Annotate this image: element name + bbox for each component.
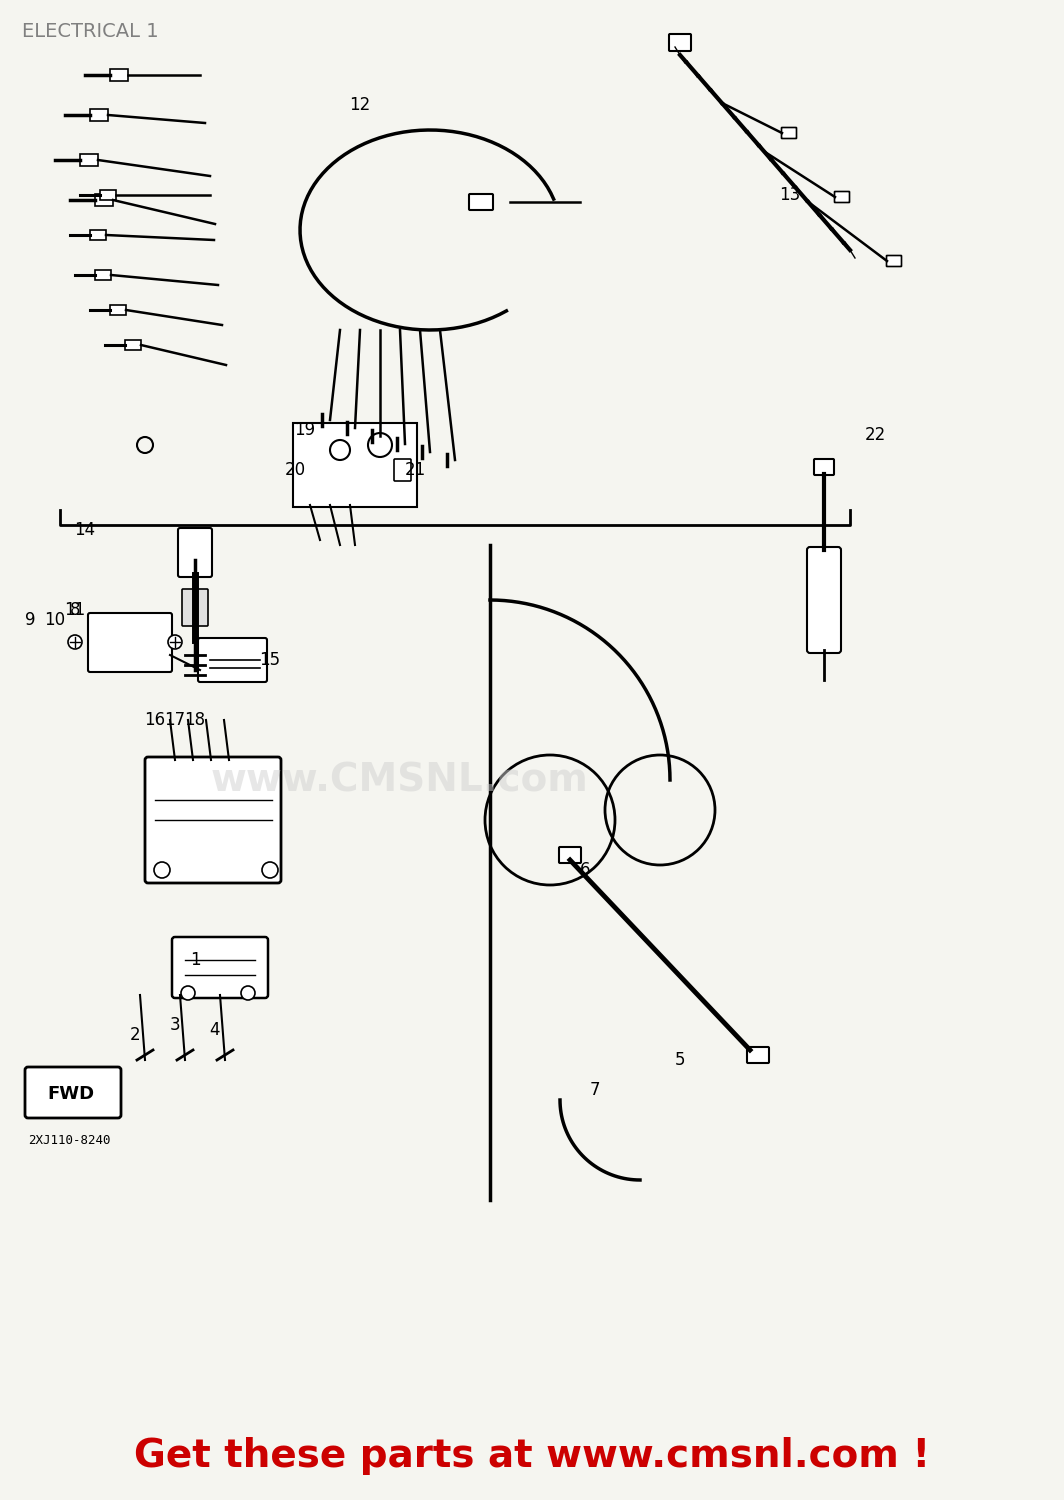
Text: 22: 22 [864, 426, 885, 444]
Text: 2XJ110-8240: 2XJ110-8240 [28, 1134, 111, 1146]
Text: 3: 3 [169, 1016, 180, 1034]
FancyBboxPatch shape [172, 938, 268, 998]
FancyBboxPatch shape [124, 340, 142, 350]
Text: 17: 17 [165, 711, 185, 729]
Text: 7: 7 [589, 1082, 600, 1100]
FancyBboxPatch shape [95, 270, 111, 280]
Text: 4: 4 [210, 1022, 220, 1040]
FancyBboxPatch shape [100, 190, 116, 200]
FancyBboxPatch shape [559, 847, 581, 862]
FancyBboxPatch shape [807, 548, 841, 652]
FancyBboxPatch shape [178, 528, 212, 578]
FancyBboxPatch shape [90, 110, 109, 122]
Circle shape [68, 634, 82, 650]
Text: 12: 12 [349, 96, 370, 114]
Text: 11: 11 [65, 602, 85, 619]
FancyBboxPatch shape [90, 230, 106, 240]
FancyBboxPatch shape [886, 255, 901, 267]
Text: 15: 15 [260, 651, 281, 669]
Text: www.CMSNL.com: www.CMSNL.com [211, 760, 589, 800]
FancyBboxPatch shape [834, 192, 849, 202]
Text: FWD: FWD [47, 1084, 94, 1102]
Text: 13: 13 [779, 186, 800, 204]
FancyBboxPatch shape [24, 1066, 121, 1118]
Text: 8: 8 [70, 602, 80, 619]
FancyBboxPatch shape [182, 590, 207, 626]
FancyBboxPatch shape [469, 194, 493, 210]
Circle shape [168, 634, 182, 650]
Circle shape [242, 986, 255, 1000]
FancyBboxPatch shape [110, 69, 128, 81]
Text: 18: 18 [184, 711, 205, 729]
Text: 6: 6 [580, 861, 591, 879]
Text: 20: 20 [284, 460, 305, 478]
Text: 9: 9 [24, 610, 35, 628]
Circle shape [181, 986, 195, 1000]
FancyBboxPatch shape [293, 423, 417, 507]
FancyBboxPatch shape [88, 614, 172, 672]
Text: 21: 21 [404, 460, 426, 478]
Text: 19: 19 [295, 422, 316, 440]
FancyBboxPatch shape [747, 1047, 769, 1064]
Text: 10: 10 [45, 610, 66, 628]
Text: 2: 2 [130, 1026, 140, 1044]
FancyBboxPatch shape [394, 459, 411, 482]
Circle shape [262, 862, 278, 877]
FancyBboxPatch shape [198, 638, 267, 682]
FancyBboxPatch shape [80, 154, 98, 166]
Text: 14: 14 [74, 520, 96, 538]
Text: ELECTRICAL 1: ELECTRICAL 1 [22, 22, 159, 40]
FancyBboxPatch shape [669, 34, 691, 51]
FancyBboxPatch shape [110, 304, 126, 315]
Text: 5: 5 [675, 1052, 685, 1070]
Text: 1: 1 [189, 951, 200, 969]
Text: 16: 16 [145, 711, 166, 729]
FancyBboxPatch shape [814, 459, 834, 476]
FancyBboxPatch shape [781, 128, 797, 138]
FancyBboxPatch shape [145, 758, 281, 884]
FancyBboxPatch shape [95, 194, 113, 206]
Text: Get these parts at www.cmsnl.com !: Get these parts at www.cmsnl.com ! [134, 1437, 930, 1474]
Circle shape [154, 862, 170, 877]
